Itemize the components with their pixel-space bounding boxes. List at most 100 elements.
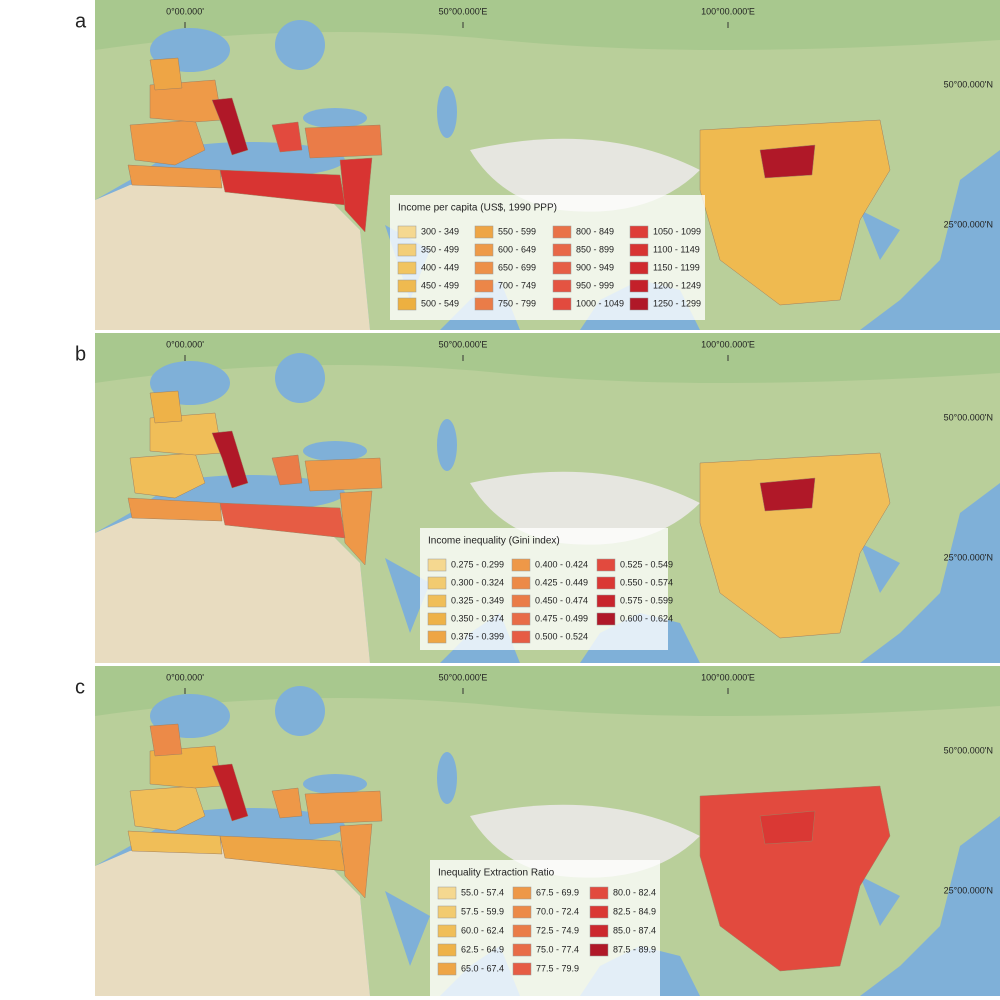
map-panel: c 0°00.000' 50°00.000'E 100°00.000'E 50°00.0… — [75, 666, 1000, 996]
region — [211, 97, 249, 156]
legend-item: 0.375 - 0.399 — [451, 631, 504, 641]
legend-item: 67.5 - 69.9 — [536, 887, 579, 897]
legend-item: 80.0 - 82.4 — [613, 887, 656, 897]
legend-item: 1050 - 1099 — [653, 226, 701, 236]
legend-item: 0.350 - 0.374 — [451, 613, 504, 623]
legend-item: 65.0 - 67.4 — [461, 963, 504, 973]
longitude-label: 0°00.000' — [166, 6, 204, 16]
legend-swatch — [512, 905, 532, 919]
legend-swatch — [596, 612, 616, 626]
legend-item: 0.600 - 0.624 — [620, 613, 673, 623]
legend-swatch — [589, 924, 609, 938]
legend-swatch — [511, 612, 531, 626]
latitude-label: 50°00.000'N — [944, 412, 993, 422]
legend-item: 500 - 549 — [421, 298, 459, 308]
legend-item: 0.400 - 0.424 — [535, 559, 588, 569]
legend-swatch — [474, 297, 494, 311]
legend-title: Income per capita (US$, 1990 PPP) — [398, 203, 557, 214]
legend-swatch — [397, 297, 417, 311]
region — [304, 457, 383, 492]
legend-item: 600 - 649 — [498, 244, 536, 254]
legend-swatch — [397, 261, 417, 275]
legend-box — [420, 528, 668, 650]
region — [339, 157, 373, 233]
region — [304, 790, 383, 825]
legend-swatch — [552, 279, 572, 293]
legend-swatch — [512, 962, 532, 976]
legend-item: 750 - 799 — [498, 298, 536, 308]
legend-item: 550 - 599 — [498, 226, 536, 236]
legend-swatch — [552, 297, 572, 311]
legend-item: 82.5 - 84.9 — [613, 906, 656, 916]
region — [219, 835, 346, 872]
region — [759, 477, 816, 512]
region — [271, 121, 303, 153]
region — [339, 823, 373, 899]
map-panel: b 0°00.000' 50°00.000'E 100°00.000'E 50°00.0… — [75, 333, 1000, 663]
legend-swatch — [437, 943, 457, 957]
longitude-label: 0°00.000' — [166, 672, 204, 682]
legend-swatch — [512, 924, 532, 938]
legend-item: 75.0 - 77.4 — [536, 944, 579, 954]
legend-swatch — [511, 558, 531, 572]
latitude-label: 25°00.000'N — [944, 552, 993, 562]
map-panel: a 0°00.000' 50°00.000'E 100°00.000'E 50°00.0… — [75, 0, 1000, 330]
longitude-label: 50°00.000'E — [439, 672, 488, 682]
legend-item: 800 - 849 — [576, 226, 614, 236]
legend-swatch — [427, 576, 447, 590]
legend-item: 85.0 - 87.4 — [613, 925, 656, 935]
legend-swatch — [552, 225, 572, 239]
legend-swatch — [629, 261, 649, 275]
legend-item: 0.450 - 0.474 — [535, 595, 588, 605]
latitude-label: 25°00.000'N — [944, 885, 993, 895]
legend-item: 70.0 - 72.4 — [536, 906, 579, 916]
region — [149, 79, 223, 123]
panel-label: c — [75, 676, 85, 698]
legend-item: 650 - 699 — [498, 262, 536, 272]
legend-swatch — [474, 279, 494, 293]
region — [219, 169, 346, 206]
legend-title: Inequality Extraction Ratio — [438, 868, 555, 879]
legend-item: 87.5 - 89.9 — [613, 944, 656, 954]
legend-item: 700 - 749 — [498, 280, 536, 290]
longitude-label: 50°00.000'E — [439, 339, 488, 349]
legend-item: 450 - 499 — [421, 280, 459, 290]
legend-swatch — [427, 594, 447, 608]
legend-item: 1100 - 1149 — [653, 244, 700, 254]
region — [271, 454, 303, 486]
legend-item: 0.300 - 0.324 — [451, 577, 504, 587]
legend-item: 57.5 - 59.9 — [461, 906, 504, 916]
legend-item: 900 - 949 — [576, 262, 614, 272]
legend-item: 0.575 - 0.599 — [620, 595, 673, 605]
legend-title: Income inequality (Gini index) — [428, 536, 560, 547]
legend-item: 950 - 999 — [576, 280, 614, 290]
longitude-label: 100°00.000'E — [701, 6, 755, 16]
legend-item: 400 - 449 — [421, 262, 459, 272]
legend-swatch — [427, 630, 447, 644]
legend-swatch — [552, 261, 572, 275]
legend-swatch — [397, 225, 417, 239]
legend-item: 1250 - 1299 — [653, 298, 701, 308]
legend-swatch — [437, 924, 457, 938]
region — [127, 164, 223, 189]
region — [339, 490, 373, 566]
region — [149, 745, 223, 789]
region — [699, 785, 891, 972]
legend-swatch — [427, 558, 447, 572]
legend-swatch — [474, 243, 494, 257]
region — [304, 124, 383, 159]
legend-swatch — [589, 943, 609, 957]
legend-item: 350 - 499 — [421, 244, 459, 254]
legend-item: 0.500 - 0.524 — [535, 631, 588, 641]
legend-swatch — [596, 594, 616, 608]
longitude-label: 50°00.000'E — [439, 6, 488, 16]
panel-label: b — [75, 343, 86, 365]
legend-item: 1000 - 1049 — [576, 298, 624, 308]
region — [149, 390, 183, 424]
legend-item: 0.425 - 0.449 — [535, 577, 588, 587]
legend-swatch — [397, 243, 417, 257]
region — [149, 723, 183, 757]
region — [127, 497, 223, 522]
legend-swatch — [437, 962, 457, 976]
region — [699, 452, 891, 639]
